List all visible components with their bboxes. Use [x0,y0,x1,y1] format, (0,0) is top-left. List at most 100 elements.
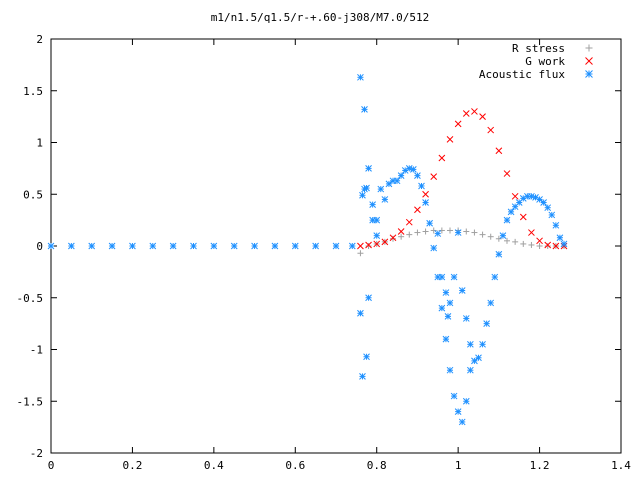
data-point [430,244,438,252]
data-point [442,289,450,296]
marker-stroke [446,366,454,374]
marker-stroke [129,242,136,250]
data-point [359,191,366,199]
marker-stroke [544,204,552,212]
marker-stroke [528,229,535,236]
data-point [422,199,429,206]
marker-stroke [491,273,499,281]
data-point [528,229,535,236]
marker-stroke [359,191,366,199]
data-point [491,273,499,281]
data-point [479,231,486,238]
marker-stroke [251,242,258,250]
marker-stroke [519,213,527,221]
data-point [422,228,429,235]
marker-stroke [348,242,356,250]
data-point [361,185,368,193]
series-r-stress [357,227,567,257]
marker-stroke [426,219,433,227]
data-point [511,192,519,200]
data-point [544,243,551,249]
marker-stroke [442,289,450,296]
marker-stroke [467,366,474,374]
data-point [495,250,503,258]
data-point [357,250,364,257]
data-point [348,242,356,250]
data-point [365,241,372,249]
data-point [475,354,482,362]
data-point [458,418,466,426]
marker-stroke [88,242,96,250]
marker-stroke [414,206,421,214]
data-point [357,242,364,250]
data-point [487,299,495,307]
marker-stroke [359,373,366,380]
data-point [373,240,381,248]
data-point [88,242,96,250]
data-point [556,234,564,242]
marker-stroke [365,294,372,302]
data-point [438,304,446,312]
data-point [467,366,474,374]
marker-stroke [357,242,364,250]
y-tick-label: 1.5 [23,85,43,98]
marker-stroke [271,242,279,250]
data-point [365,294,372,302]
marker-stroke [68,242,75,250]
data-point [495,147,503,155]
data-point [462,110,470,117]
marker-stroke [373,240,381,248]
data-point [230,242,238,250]
legend-label: R stress [512,42,565,55]
data-point [520,240,527,247]
data-point [410,166,417,173]
marker-stroke [454,120,462,128]
marker-stroke [312,242,319,250]
data-point [536,237,543,245]
data-point [499,232,507,240]
series-g-work [357,108,568,250]
marker-stroke [357,73,364,81]
data-point [398,233,405,240]
data-point [528,192,535,200]
marker-stroke [108,242,116,250]
axis-ticks [50,38,622,454]
marker-stroke [495,147,503,155]
x-tick-label: 0.4 [204,459,224,472]
data-point [365,243,372,249]
data-point [430,227,437,234]
data-point [446,136,454,143]
series-layer [47,73,568,426]
y-tick-label: -0.5 [17,292,44,305]
data-point [560,240,568,248]
marker-stroke [381,196,389,203]
marker-stroke [389,234,397,242]
data-point [507,208,515,216]
data-point [458,287,466,294]
legend-marker [585,44,593,52]
marker-stroke [369,201,376,208]
data-point [422,190,429,198]
x-tick-label: 1.4 [611,459,631,472]
marker-stroke [585,57,593,65]
marker-stroke [422,190,429,198]
data-point [406,231,413,238]
marker-stroke [462,110,470,117]
marker-stroke [499,232,507,240]
marker-stroke [462,315,470,322]
data-point [536,196,543,203]
legend-label: G work [525,55,565,68]
data-point [381,238,389,246]
data-point [359,373,366,380]
data-point [369,216,376,224]
data-point [519,213,527,221]
marker-stroke [458,287,466,294]
data-point [405,218,413,226]
data-point [357,309,364,317]
marker-stroke [540,199,547,206]
x-tick-label: 0.8 [367,459,387,472]
chart-title: m1/n1.5/q1.5/r-+.60-j308/M7.0/512 [211,11,430,24]
marker-stroke [471,357,478,365]
data-point [332,242,340,250]
